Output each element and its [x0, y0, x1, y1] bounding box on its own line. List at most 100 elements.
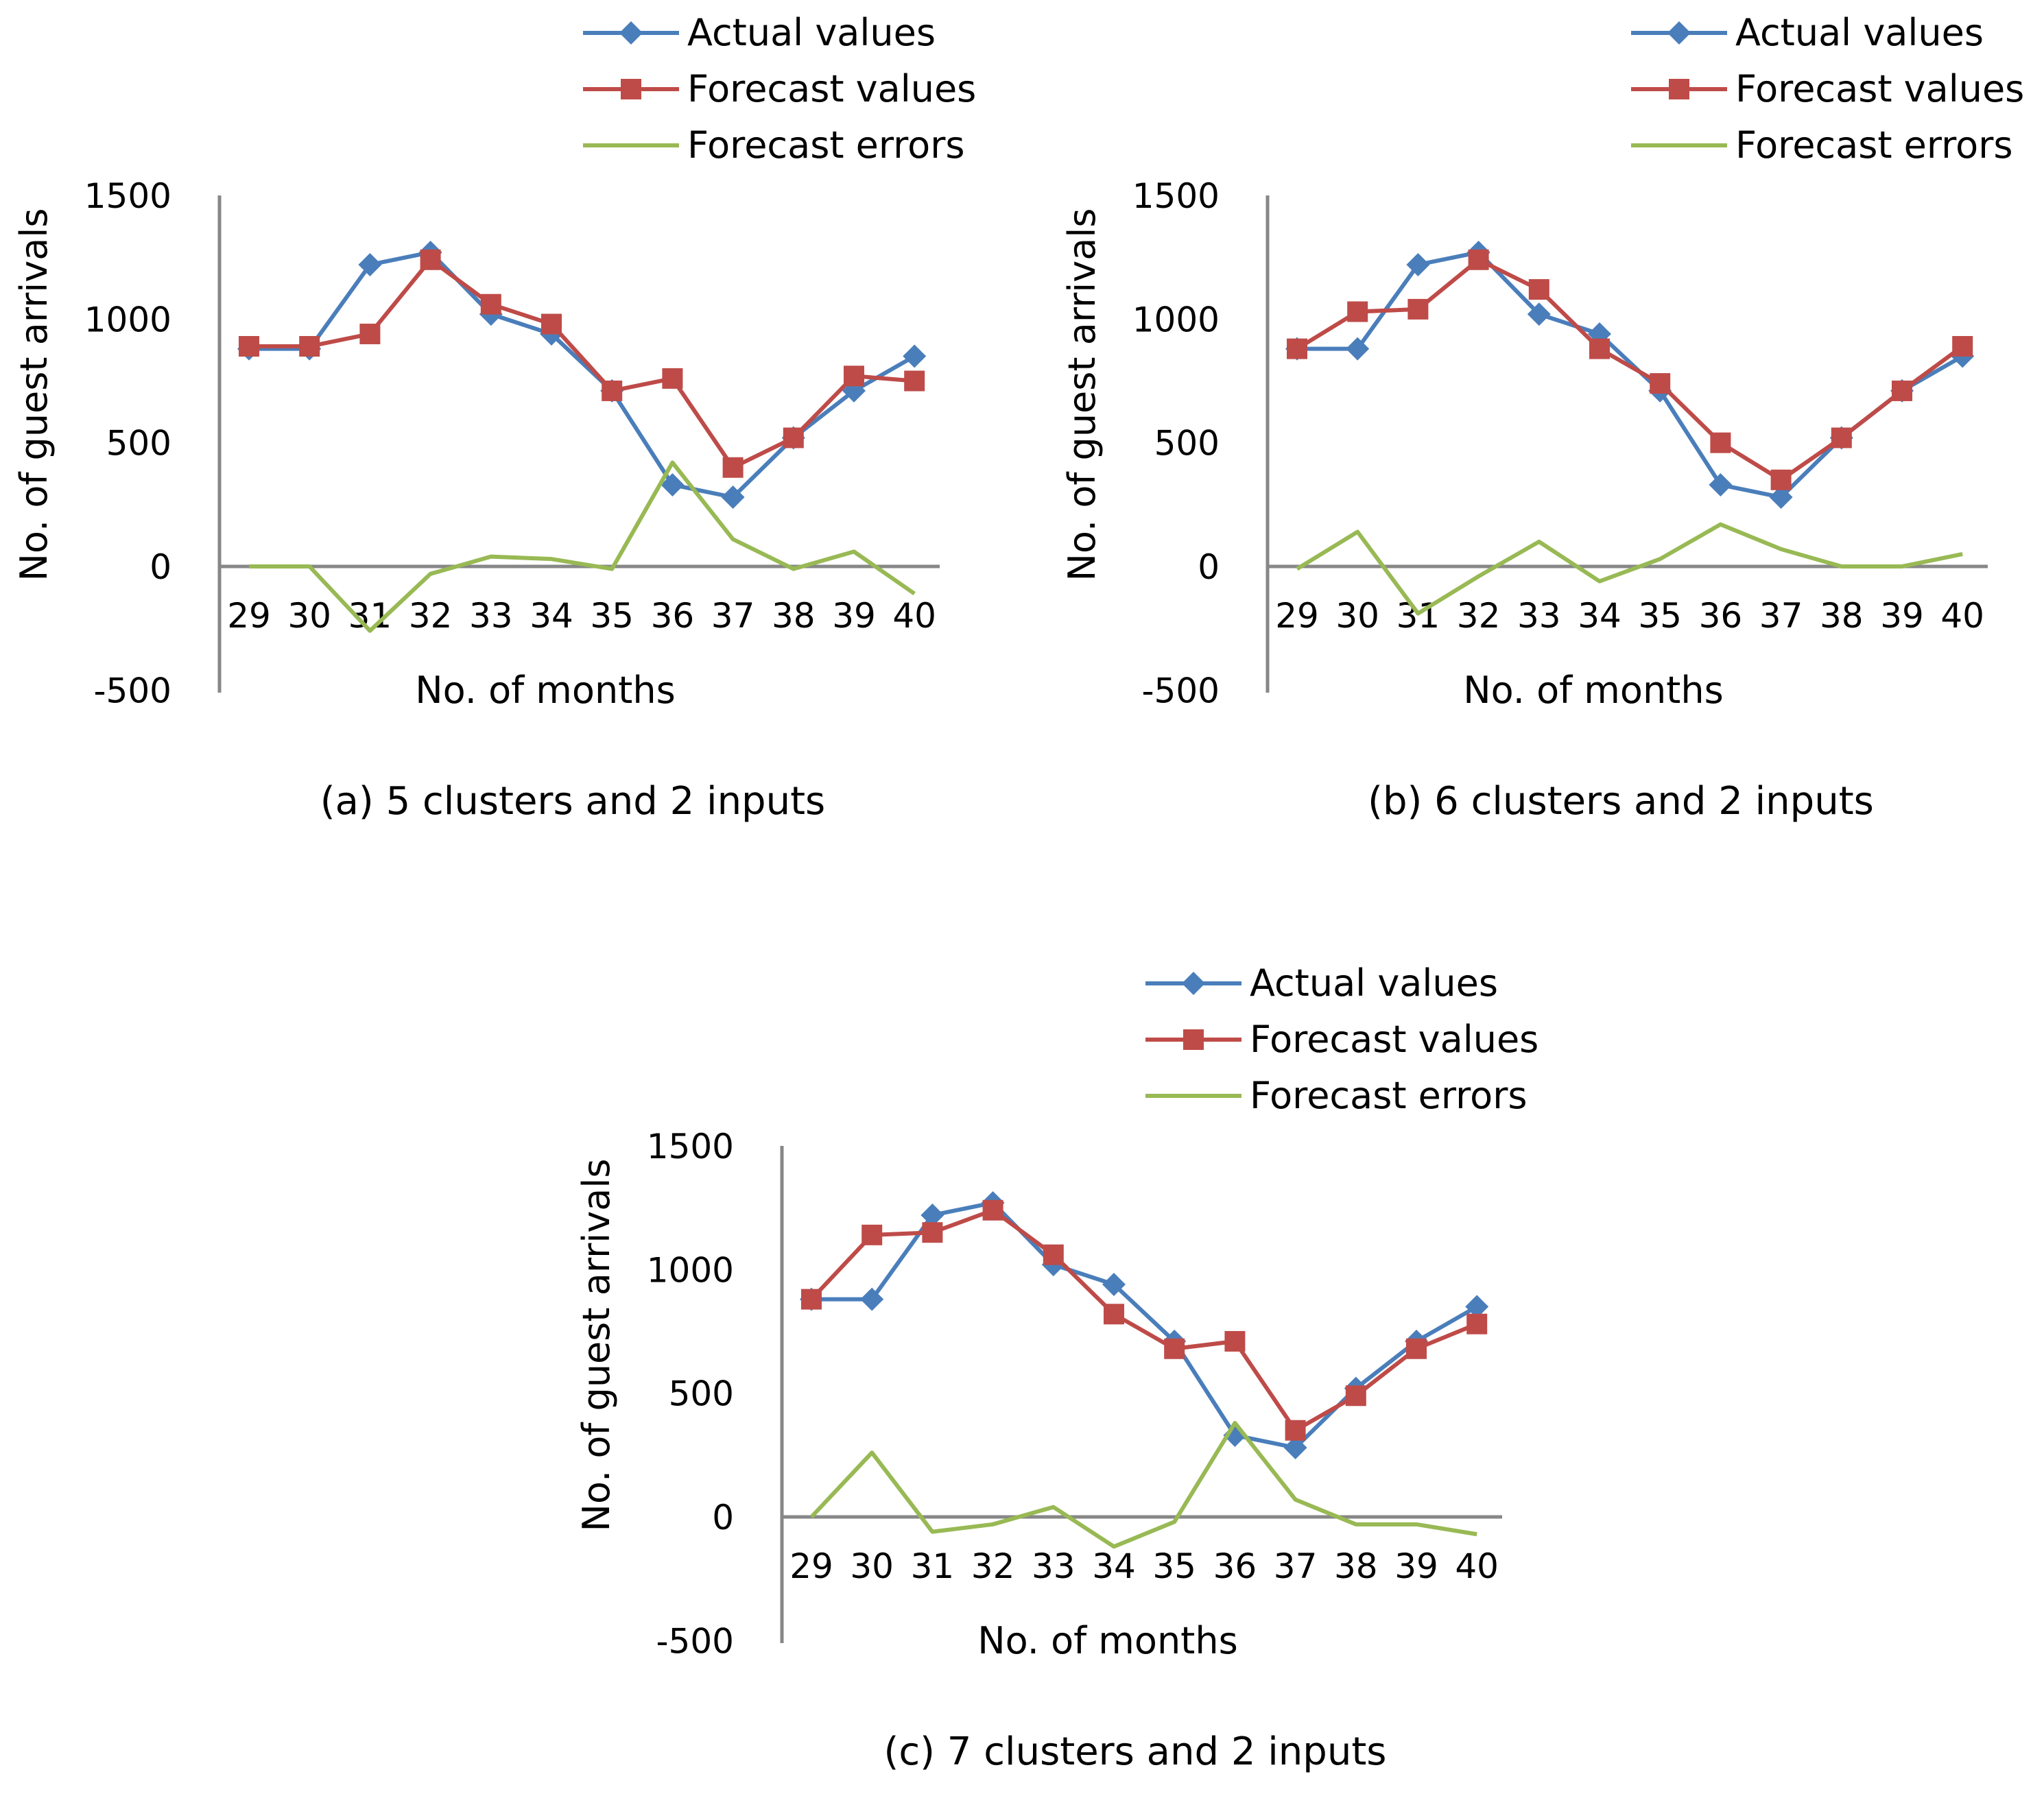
forecast-point: [1043, 1244, 1064, 1265]
legend-label-actual: Actual values: [1735, 11, 1984, 54]
x-tick-label: 40: [1940, 596, 1984, 636]
x-tick-label: 31: [911, 1546, 955, 1586]
x-tick-label: 30: [287, 596, 331, 636]
y-tick-label: 0: [712, 1498, 734, 1537]
actual-point: [1527, 302, 1551, 326]
actual-point: [1709, 472, 1733, 496]
actual-point: [860, 1287, 884, 1311]
y-tick-label: -500: [94, 671, 171, 710]
forecast-point: [1287, 338, 1307, 359]
forecast-point: [982, 1199, 1003, 1221]
forecast-point: [1952, 336, 1973, 357]
forecast-point: [1164, 1338, 1185, 1359]
legend-label-forecast: Forecast values: [1250, 1018, 1538, 1061]
x-tick-label: 35: [1638, 596, 1682, 636]
actual-point: [920, 1203, 944, 1227]
y-tick-label: -500: [1142, 671, 1220, 710]
legend-label-forecast: Forecast values: [1735, 67, 2024, 110]
actual-point: [1769, 486, 1793, 510]
x-axis-title: No. of months: [415, 669, 675, 712]
forecast-point: [1345, 1385, 1366, 1407]
forecast-point: [1224, 1330, 1246, 1352]
x-tick-label: 39: [1880, 596, 1924, 636]
actual-point: [1406, 252, 1430, 276]
forecast-point: [801, 1289, 822, 1310]
y-tick-label: 500: [106, 424, 171, 464]
forecast-point: [904, 370, 925, 392]
forecast-point: [922, 1222, 943, 1243]
y-tick-label: 1000: [1132, 300, 1220, 339]
y-tick-label: 1000: [647, 1250, 734, 1290]
y-axis-title: No. of guest arrivals: [12, 208, 56, 582]
forecast-point: [1589, 338, 1610, 359]
actual-point: [1102, 1272, 1126, 1296]
x-tick-label: 39: [1394, 1546, 1438, 1586]
forecast-point: [480, 294, 501, 315]
x-tick-label: 39: [832, 596, 876, 636]
actual-point: [661, 472, 685, 496]
chart-caption: (c) 7 clusters and 2 inputs: [884, 1730, 1387, 1774]
y-tick-label: 1500: [647, 1127, 734, 1166]
legend-label-actual: Actual values: [687, 11, 936, 54]
forecast-point: [1406, 1338, 1427, 1359]
x-tick-label: 29: [1275, 596, 1319, 636]
x-tick-label: 37: [711, 596, 755, 636]
x-tick-label: 30: [1335, 596, 1379, 636]
forecast-point: [1285, 1420, 1306, 1441]
x-tick-label: 32: [1457, 596, 1501, 636]
forecast-point: [783, 427, 804, 448]
series-line-actual: [811, 1200, 1478, 1450]
x-axis-title: No. of months: [1463, 669, 1723, 712]
legend-label-forecast: Forecast values: [687, 67, 976, 110]
forecast-point: [299, 336, 320, 357]
x-tick-label: 35: [1152, 1546, 1196, 1586]
legend-label-error: Forecast errors: [1250, 1074, 1528, 1117]
actual-point: [1346, 337, 1370, 361]
forecast-point: [1528, 279, 1549, 300]
x-tick-label: 36: [1699, 596, 1743, 636]
actual-point: [903, 344, 927, 368]
x-tick-label: 34: [530, 596, 573, 636]
x-axis-title: No. of months: [977, 1619, 1237, 1662]
x-tick-label: 32: [409, 596, 453, 636]
forecast-point: [541, 313, 562, 335]
x-tick-label: 36: [651, 596, 695, 636]
x-tick-label: 33: [1032, 1546, 1076, 1586]
y-tick-label: 500: [669, 1374, 734, 1414]
forecast-point: [239, 336, 259, 357]
forecast-point: [1892, 380, 1912, 401]
x-tick-label: 38: [1820, 596, 1864, 636]
forecast-point: [844, 366, 864, 387]
legend-label-actual: Actual values: [1250, 961, 1498, 1005]
forecast-point: [1710, 432, 1731, 453]
y-axis-title: No. of guest arrivals: [1060, 208, 1104, 582]
x-tick-label: 35: [590, 596, 634, 636]
chart-caption: (b) 6 clusters and 2 inputs: [1368, 779, 1874, 824]
legend-marker-actual: [1667, 21, 1691, 45]
legend-marker-forecast: [621, 79, 641, 99]
forecast-point: [662, 368, 683, 389]
y-tick-label: 500: [1154, 424, 1220, 464]
series-line-actual: [1297, 250, 1964, 500]
x-tick-label: 34: [1578, 596, 1621, 636]
forecast-point: [1407, 298, 1429, 320]
legend-marker-forecast: [1669, 79, 1689, 99]
chart-panel-c: 1500 1000 500 0 -500 29 30 31 32 33 34 35 36 37 38 39 40…: [575, 961, 1538, 1774]
x-tick-label: 29: [789, 1546, 833, 1586]
legend-label-error: Forecast errors: [1735, 123, 2013, 167]
x-tick-label: 33: [469, 596, 513, 636]
chart-caption: (a) 5 clusters and 2 inputs: [320, 779, 825, 824]
y-tick-label: 1000: [84, 300, 171, 339]
y-axis-title: No. of guest arrivals: [575, 1159, 618, 1532]
forecast-point: [602, 380, 623, 401]
series-line-error: [809, 1420, 1477, 1549]
legend-label-error: Forecast errors: [687, 123, 965, 167]
forecast-point: [1347, 301, 1368, 322]
x-tick-label: 30: [850, 1546, 894, 1586]
series-line-error: [249, 460, 916, 633]
y-tick-label: 1500: [1132, 176, 1220, 216]
actual-point: [358, 252, 382, 276]
x-tick-label: 38: [772, 596, 816, 636]
